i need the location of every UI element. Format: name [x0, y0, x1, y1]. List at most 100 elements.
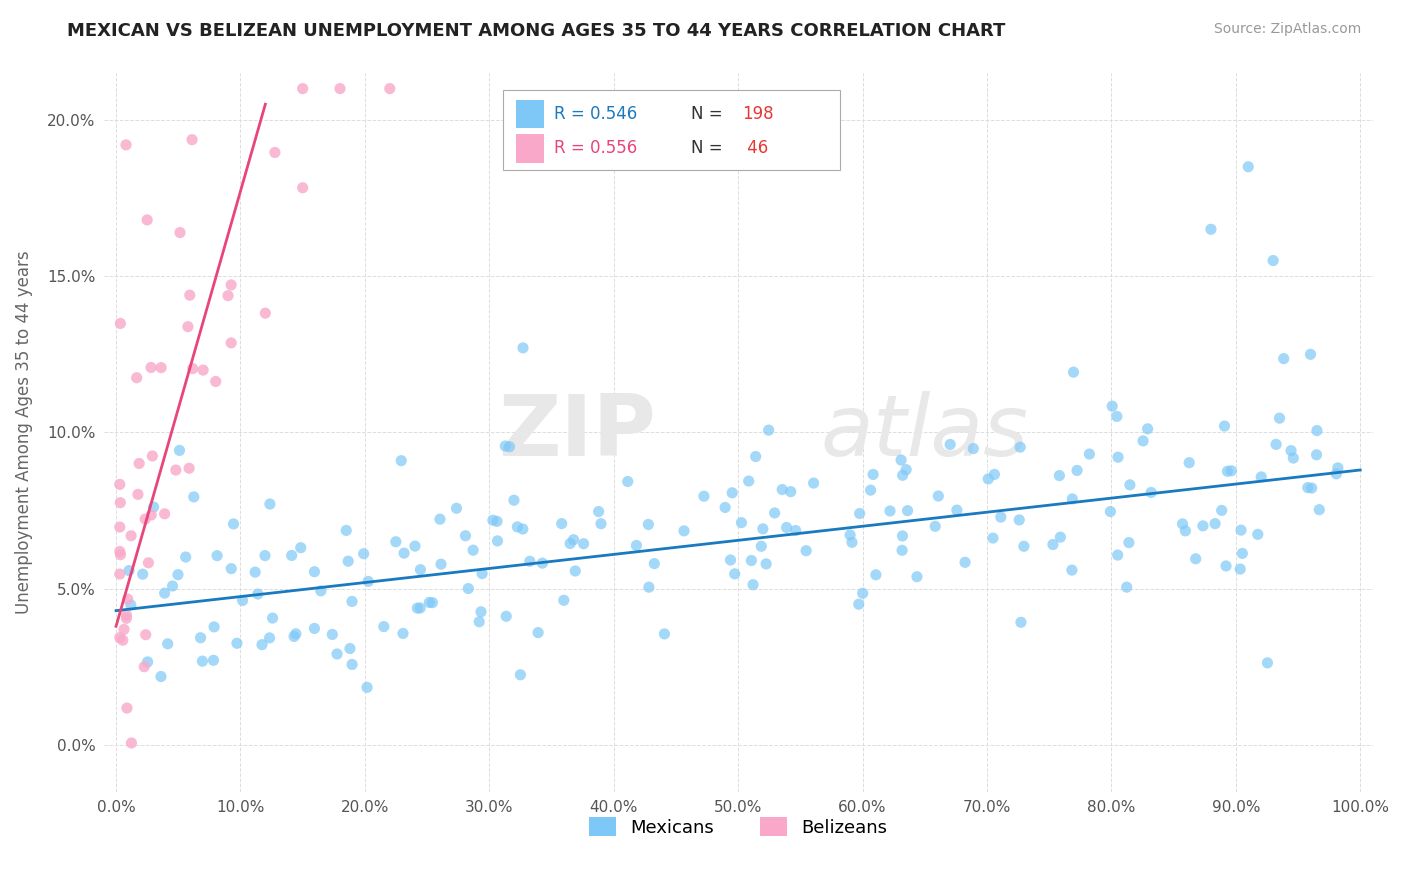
Point [149, 669, 172, 683]
Point [309, 583, 332, 598]
Point [564, 564, 586, 578]
Point [153, 507, 176, 521]
Point [1250, 470, 1272, 484]
Point [191, 654, 214, 668]
Point [1174, 524, 1197, 538]
Point [246, 587, 269, 601]
Point [1282, 451, 1305, 466]
Point [353, 547, 375, 561]
Point [1268, 411, 1291, 425]
Point [527, 625, 550, 640]
Point [848, 597, 870, 611]
Point [1010, 615, 1032, 630]
Point [785, 524, 807, 538]
Point [1199, 222, 1222, 236]
Point [749, 539, 772, 553]
Point [169, 226, 191, 240]
Point [654, 627, 676, 641]
Point [202, 620, 225, 634]
Point [859, 483, 882, 497]
Point [471, 566, 494, 581]
Point [841, 535, 863, 549]
Point [550, 516, 572, 531]
Point [890, 453, 912, 467]
Point [321, 627, 343, 641]
Point [205, 549, 228, 563]
Point [177, 319, 200, 334]
Point [404, 539, 426, 553]
Point [721, 485, 744, 500]
Point [482, 513, 505, 527]
Point [291, 81, 314, 95]
Point [108, 544, 131, 558]
Point [259, 631, 281, 645]
Point [1216, 464, 1239, 478]
Point [280, 549, 302, 563]
Point [724, 566, 747, 581]
Point [891, 543, 914, 558]
Point [894, 463, 917, 477]
Point [135, 628, 157, 642]
Point [485, 514, 508, 528]
Point [357, 574, 380, 589]
Point [1060, 563, 1083, 577]
Point [243, 565, 266, 579]
Point [1062, 365, 1084, 379]
Point [512, 341, 534, 355]
Point [141, 449, 163, 463]
Point [1115, 580, 1137, 594]
Point [326, 647, 349, 661]
Point [990, 510, 1012, 524]
Point [1049, 530, 1071, 544]
Point [128, 457, 150, 471]
Point [1308, 502, 1330, 516]
Point [740, 553, 762, 567]
Point [134, 659, 156, 673]
Point [110, 548, 132, 562]
Point [179, 461, 201, 475]
Point [127, 487, 149, 501]
Point [1010, 440, 1032, 454]
Point [1178, 456, 1201, 470]
Point [264, 145, 287, 160]
Point [108, 520, 131, 534]
Point [337, 554, 360, 568]
Point [290, 541, 312, 555]
Point [560, 536, 582, 550]
Text: R = 0.546: R = 0.546 [554, 105, 637, 123]
Bar [516, 100, 544, 128]
Point [865, 567, 887, 582]
Text: MEXICAN VS BELIZEAN UNEMPLOYMENT AMONG AGES 35 TO 44 YEARS CORRELATION CHART: MEXICAN VS BELIZEAN UNEMPLOYMENT AMONG A… [67, 22, 1005, 40]
Point [512, 522, 534, 536]
Point [219, 335, 242, 350]
Point [150, 360, 173, 375]
Point [1012, 539, 1035, 553]
Point [253, 549, 276, 563]
Point [108, 567, 131, 582]
Point [643, 557, 665, 571]
Point [392, 626, 415, 640]
Point [169, 443, 191, 458]
Point [1324, 467, 1347, 481]
Point [779, 484, 801, 499]
Point [720, 553, 742, 567]
Point [1279, 443, 1302, 458]
Point [204, 375, 226, 389]
Point [758, 423, 780, 437]
Point [134, 512, 156, 526]
Point [131, 567, 153, 582]
Point [1171, 516, 1194, 531]
Point [422, 596, 444, 610]
Point [744, 450, 766, 464]
Point [291, 181, 314, 195]
Point [1107, 450, 1129, 465]
Point [848, 507, 870, 521]
Point [112, 623, 135, 637]
Point [167, 567, 190, 582]
Point [562, 533, 585, 547]
Point [262, 611, 284, 625]
Text: N =: N = [692, 105, 728, 123]
Point [219, 277, 242, 292]
Point [1140, 485, 1163, 500]
Point [179, 288, 201, 302]
